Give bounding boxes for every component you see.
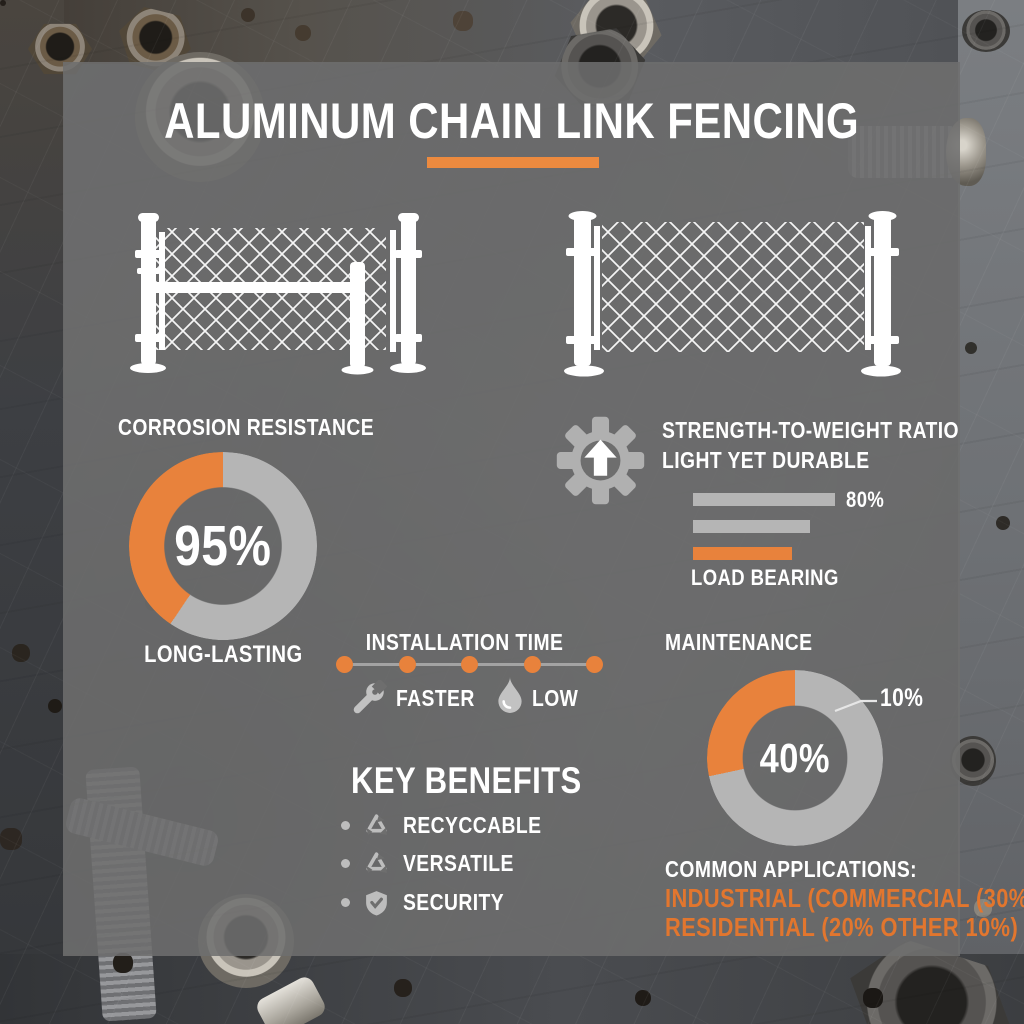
timeline-dot [336,656,353,673]
benefits-heading: KEY BENEFITS [351,760,582,801]
strength-subheading-wrap: LIGHT YET DURABLE [662,447,909,474]
corrosion-caption: LONG-LASTING [143,641,303,668]
strength-heading: STRENGTH-TO-WEIGHT RATIO [662,417,960,443]
chain-link-fence-icon [564,211,901,377]
title-underline [427,157,599,168]
callout-line [834,699,877,713]
corrosion-heading: CORROSION RESISTANCE [118,414,375,440]
applications-line2-wrap: RESIDENTIAL (20% OTHER 10%) [665,912,1024,943]
chain-link-fence-with-rail-icon [130,213,426,375]
small-nut [962,10,1010,52]
strength-bar-3 [693,547,792,560]
applications-heading-wrap: COMMON APPLICATIONS: [665,856,965,883]
maintenance-donut-chart: 40% [707,670,883,846]
water-drop-icon [498,677,522,713]
recycle-icon [366,814,387,835]
bullet-dot [341,821,350,830]
corrosion-section-heading-wrap: CORROSION RESISTANCE [118,414,423,441]
maintenance-donut-ring [707,670,883,846]
benefit-label: VERSATILE [403,850,514,876]
maintenance-heading-wrap: MAINTENANCE [665,629,840,656]
strength-subheading: LIGHT YET DURABLE [662,447,870,473]
benefits-heading-wrap: KEY BENEFITS [351,760,626,802]
strength-bar-label-wrap: 80% [846,487,892,513]
strength-bar-2 [693,520,810,533]
timeline-dot [461,656,478,673]
recycle-icon [366,852,387,873]
metal-background-bottom [0,954,1024,1024]
maintenance-heading: MAINTENANCE [665,629,813,655]
strength-bar-1 [693,493,835,506]
applications-line1: INDUSTRIAL (COMMERCIAL (30%) [665,883,1024,913]
strength-caption-wrap: LOAD BEARING [691,565,867,591]
title-row: ALUMINUM CHAIN LINK FENCING [63,92,960,150]
installation-heading-wrap: INSTALLATION TIME [340,629,590,656]
bullet-dot [341,859,350,868]
strength-bar-label: 80% [846,487,885,512]
metal-background-left [0,0,64,1024]
timeline-dot [524,656,541,673]
timeline-dot [399,656,416,673]
applications-line1-wrap: INDUSTRIAL (COMMERCIAL (30%) [665,883,1024,914]
benefit-item: VERSATILE [341,850,535,877]
corrosion-value: 95% [174,514,272,578]
page-title: ALUMINUM CHAIN LINK FENCING [164,93,859,149]
installation-item2: LOW [532,685,579,711]
gear-up-arrow-icon [556,416,645,505]
benefit-item: SECURITY [341,889,523,916]
corrosion-donut-ring [129,452,317,640]
applications-line2: RESIDENTIAL (20% OTHER 10%) [665,912,1019,942]
bullet-dot [341,898,350,907]
maintenance-value: 40% [759,734,831,781]
installation-item1-wrap: FASTER [396,685,490,712]
strength-caption: LOAD BEARING [691,565,839,590]
maintenance-callout: 10% [880,684,924,712]
maintenance-callout-wrap: 10% [880,684,932,713]
benefit-label: SECURITY [403,889,505,915]
timeline-dot [586,656,603,673]
corrosion-donut-chart: 95% [129,452,317,640]
debris-spots [0,0,6,6]
installation-item1: FASTER [396,685,475,711]
benefit-item: RECYCCABLE [341,812,568,839]
wrench-icon [353,680,387,714]
applications-heading: COMMON APPLICATIONS: [665,856,918,882]
strength-heading-wrap: STRENGTH-TO-WEIGHT RATIO [662,417,1016,444]
installation-heading: INSTALLATION TIME [366,629,564,655]
security-shield-icon [366,891,387,916]
installation-item2-wrap: LOW [532,685,587,712]
benefit-label: RECYCCABLE [403,812,542,838]
corrosion-caption-wrap: LONG-LASTING [113,641,333,669]
